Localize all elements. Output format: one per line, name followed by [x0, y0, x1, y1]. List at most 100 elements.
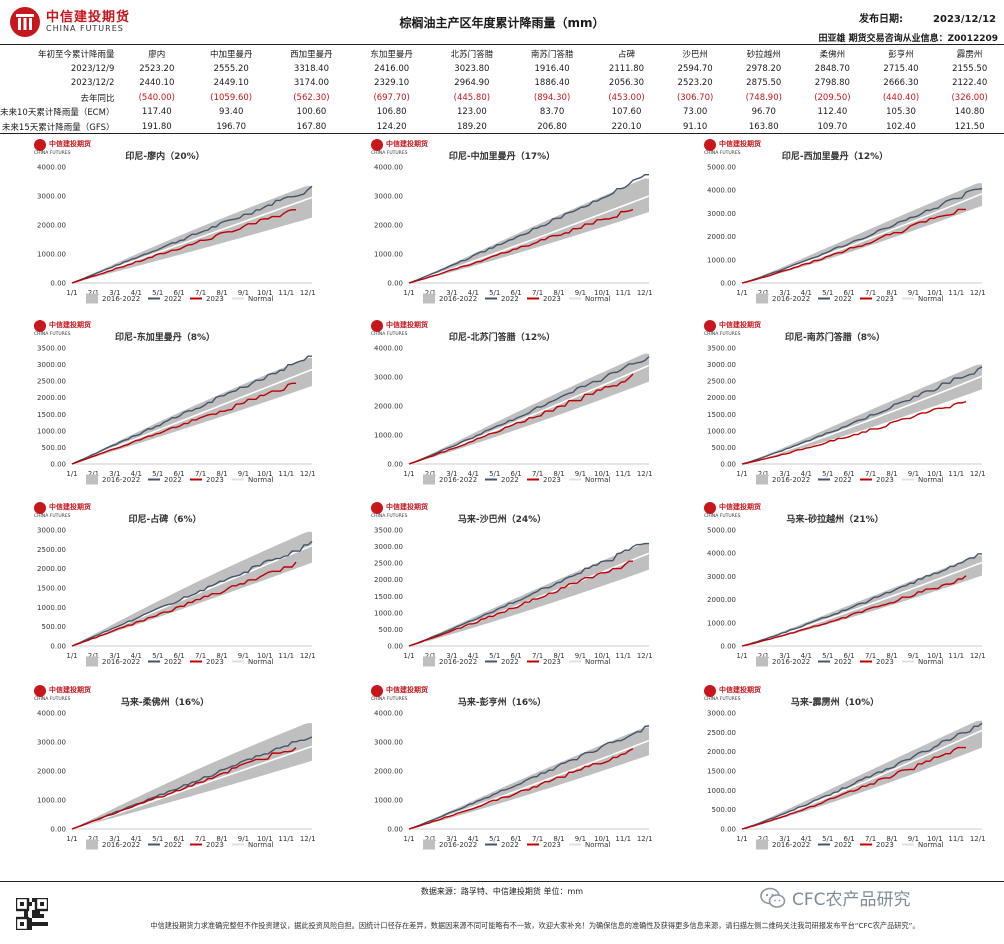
x-tick-label: 9/1 — [238, 652, 249, 660]
x-tick-label: 10/1 — [594, 835, 610, 843]
x-tick-label: 6/1 — [844, 470, 855, 478]
y-tick-label: 3000.00 — [707, 361, 736, 369]
table-cell: 112.40 — [817, 107, 848, 118]
region-header: 彭亨州 — [888, 50, 914, 61]
y-tick-label: 1500.00 — [707, 411, 736, 419]
legend-label: 2016-2022 — [439, 295, 477, 303]
legend-swatch — [423, 474, 435, 485]
logo-chinese-name: 中信建投期货 — [46, 9, 131, 25]
table-cell: 83.70 — [539, 107, 565, 118]
table-cell: 2666.30 — [883, 78, 919, 89]
region-header: 廖内 — [148, 50, 166, 61]
x-tick-label: 6/1 — [174, 652, 185, 660]
x-tick-label: 11/1 — [615, 289, 631, 297]
y-tick-label: 1000.00 — [37, 427, 66, 435]
x-tick-label: 12/1 — [300, 470, 316, 478]
y-tick-label: 3000.00 — [374, 543, 403, 551]
y-tick-label: 0.00 — [50, 643, 66, 651]
legend-label: 2022 — [834, 476, 852, 484]
x-tick-label: 8/1 — [886, 652, 897, 660]
table-cell: 100.60 — [296, 107, 327, 118]
table-cell: 191.80 — [141, 121, 172, 132]
panel-logo-icon — [371, 139, 383, 151]
table-cell: 2056.30 — [608, 78, 645, 89]
legend-swatch — [860, 478, 872, 481]
x-tick-label: 7/1 — [195, 652, 206, 660]
y-tick-label: 1000.00 — [37, 251, 66, 259]
legend-swatch — [527, 843, 539, 846]
series-2023 — [741, 208, 966, 284]
legend-swatch — [569, 478, 581, 481]
table-cell: (697.70) — [373, 92, 410, 103]
x-tick-label: 12/1 — [970, 289, 986, 297]
x-tick-label: 7/1 — [532, 652, 543, 660]
y-tick-label: 3500.00 — [707, 345, 736, 353]
x-tick-label: 1/1 — [66, 652, 77, 660]
legend-label: 2022 — [501, 295, 519, 303]
y-tick-label: 2000.00 — [37, 565, 66, 573]
x-tick-label: 11/1 — [948, 835, 964, 843]
x-tick-label: 3/1 — [779, 835, 790, 843]
legend-label: Normal — [585, 295, 610, 303]
series-2022 — [71, 185, 313, 284]
x-tick-label: 1/1 — [736, 835, 747, 843]
legend-swatch — [190, 297, 202, 300]
x-tick-label: 11/1 — [948, 652, 964, 660]
x-tick-label: 6/1 — [844, 835, 855, 843]
table-cell: 2122.40 — [952, 78, 988, 89]
x-tick-label: 5/1 — [152, 470, 163, 478]
cumulative-rainfall-chart: 中信建投期货 CHINA FUTURES 马来-沙巴州（24%） 0.00 500.00… — [371, 502, 653, 667]
x-tick-label: 2/1 — [88, 289, 99, 297]
y-tick-label: 1000.00 — [374, 251, 403, 259]
x-tick-label: 3/1 — [446, 652, 457, 660]
x-tick-label: 8/1 — [216, 835, 227, 843]
y-tick-label: 0.00 — [50, 826, 66, 834]
table-cell: 1916.40 — [534, 63, 570, 74]
legend-label: Normal — [918, 295, 943, 303]
chart-title: 马来-柔佛州（16%） — [121, 696, 209, 708]
panel-logo-icon — [34, 320, 46, 332]
x-tick-label: 9/1 — [238, 470, 249, 478]
legend-label: 2023 — [206, 295, 224, 303]
chart-legend: 2016-2022 2022 2023 Normal — [86, 656, 273, 667]
panel-logo-icon — [34, 685, 46, 697]
legend-label: 2022 — [164, 476, 182, 484]
panel-logo-cn: 中信建投期货 — [49, 139, 91, 148]
series-2022 — [408, 356, 650, 465]
legend-swatch — [860, 843, 872, 846]
x-tick-label: 12/1 — [300, 652, 316, 660]
cumulative-rainfall-chart: 中信建投期货 CHINA FUTURES 印尼-廖内（20%） 0.00 1000.00… — [34, 139, 316, 304]
y-tick-label: 2500.00 — [37, 546, 66, 554]
y-tick-label: 2000.00 — [707, 394, 736, 402]
table-cell: (326.00) — [951, 92, 988, 103]
legend-label: 2022 — [164, 841, 182, 849]
x-tick-label: 2/1 — [425, 835, 436, 843]
legend-label: 2023 — [543, 476, 561, 484]
x-tick-label: 10/1 — [927, 835, 943, 843]
panel-logo-en: CHINA FUTURES — [704, 696, 741, 702]
legend-swatch — [527, 660, 539, 663]
y-tick-label: 5000.00 — [707, 164, 736, 172]
table-cell: 2798.80 — [814, 78, 850, 89]
cumulative-rainfall-chart: 中信建投期货 CHINA FUTURES 印尼-西加里曼丹（12%） 0.00 1000… — [704, 139, 986, 304]
x-tick-label: 11/1 — [278, 652, 294, 660]
series-normal — [408, 195, 650, 284]
legend-swatch — [485, 660, 497, 663]
table-cell: 2111.80 — [608, 63, 645, 74]
x-tick-label: 2/1 — [88, 652, 99, 660]
x-tick-label: 6/1 — [174, 289, 185, 297]
x-tick-label: 9/1 — [908, 652, 919, 660]
panel-logo-icon — [704, 685, 716, 697]
x-tick-label: 11/1 — [278, 470, 294, 478]
legend-swatch — [86, 293, 98, 304]
rainfall-chart-panel: 中信建投期货 CHINA FUTURES 印尼-廖内（20%） 0.00 1000.00… — [0, 137, 330, 319]
disclaimer: 中信建投期货力求准确完整但不作投资建议，据此投资风险自担。因统计口径存在差异，数… — [150, 921, 920, 930]
x-tick-label: 8/1 — [216, 289, 227, 297]
x-tick-label: 12/1 — [970, 470, 986, 478]
series-normal — [741, 561, 983, 647]
panel-logo: 中信建投期货 CHINA FUTURES — [34, 320, 91, 337]
panel-logo-cn: 中信建投期货 — [719, 685, 761, 694]
x-tick-label: 4/1 — [801, 652, 812, 660]
x-tick-label: 6/1 — [844, 289, 855, 297]
table-cell: 107.60 — [611, 107, 642, 118]
